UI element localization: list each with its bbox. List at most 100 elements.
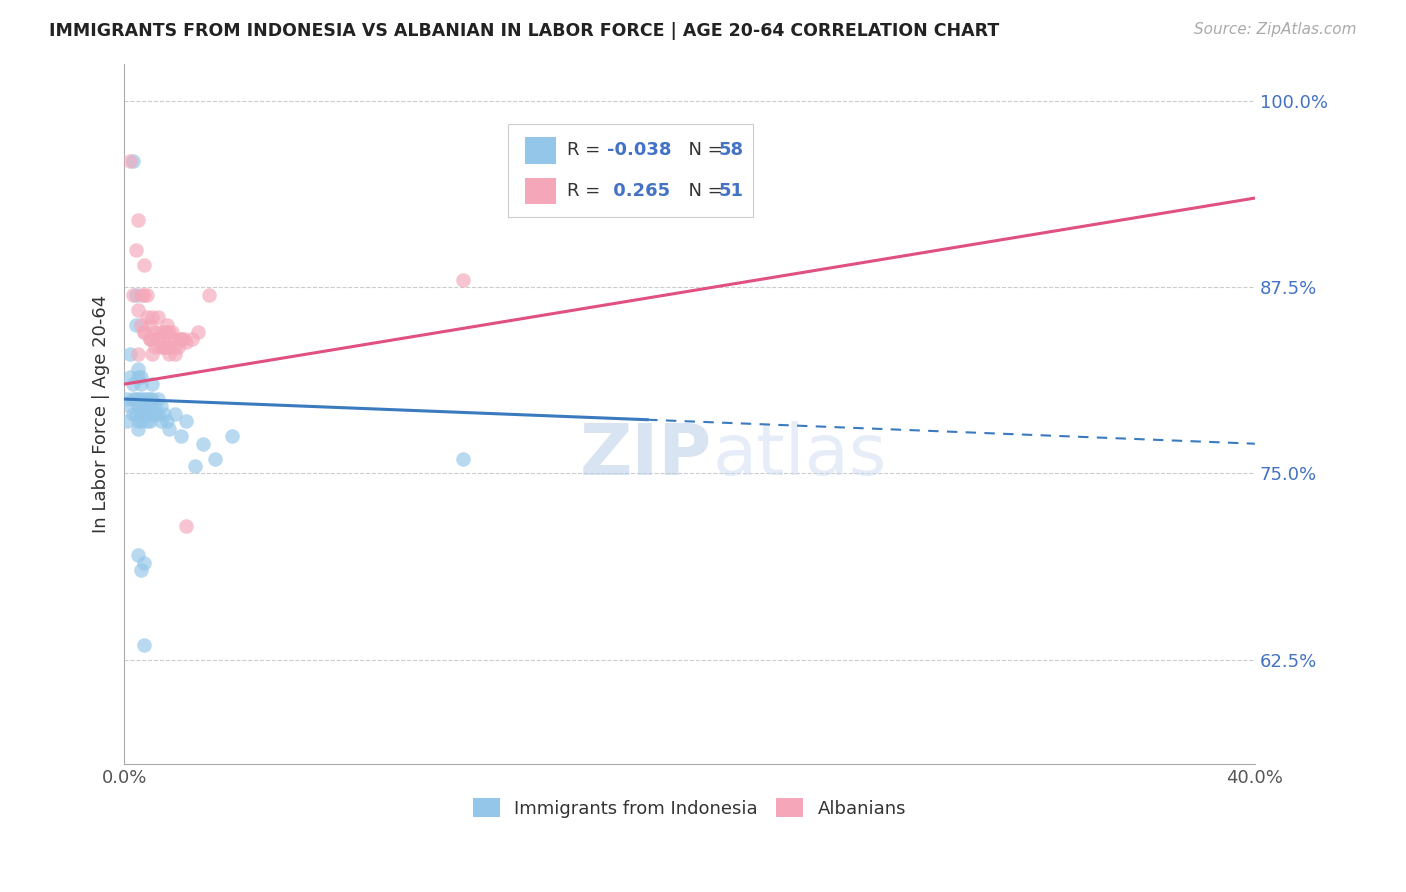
Point xyxy=(127,362,149,376)
Point xyxy=(132,407,155,421)
Point xyxy=(204,451,226,466)
Point xyxy=(146,310,169,325)
Point xyxy=(121,407,143,421)
Point xyxy=(176,518,198,533)
Point xyxy=(165,407,187,421)
Point xyxy=(156,414,179,428)
Point xyxy=(129,407,152,421)
Point xyxy=(121,392,143,406)
Point xyxy=(127,347,149,361)
Point xyxy=(159,340,181,354)
Point xyxy=(156,325,179,339)
Point xyxy=(118,347,141,361)
Point xyxy=(135,310,157,325)
Text: IMMIGRANTS FROM INDONESIA VS ALBANIAN IN LABOR FORCE | AGE 20-64 CORRELATION CHA: IMMIGRANTS FROM INDONESIA VS ALBANIAN IN… xyxy=(49,22,1000,40)
Point xyxy=(127,400,149,414)
Point xyxy=(141,377,163,392)
Point xyxy=(129,318,152,332)
Y-axis label: In Labor Force | Age 20-64: In Labor Force | Age 20-64 xyxy=(93,295,110,533)
Point xyxy=(121,288,143,302)
Legend: Immigrants from Indonesia, Albanians: Immigrants from Indonesia, Albanians xyxy=(465,791,914,825)
Point xyxy=(132,258,155,272)
Point xyxy=(141,310,163,325)
Point xyxy=(152,407,174,421)
Point xyxy=(135,414,157,428)
Point xyxy=(135,407,157,421)
Point xyxy=(156,340,179,354)
Point xyxy=(152,340,174,354)
Point xyxy=(118,153,141,168)
Point xyxy=(132,400,155,414)
Point xyxy=(146,392,169,406)
Text: N =: N = xyxy=(676,182,728,200)
Point xyxy=(146,333,169,347)
Point xyxy=(127,302,149,317)
Point xyxy=(115,392,138,406)
Point xyxy=(162,325,184,339)
Point xyxy=(146,333,169,347)
Point xyxy=(127,369,149,384)
Text: 51: 51 xyxy=(718,182,744,200)
Point xyxy=(173,333,195,347)
Text: atlas: atlas xyxy=(713,421,887,491)
Point xyxy=(129,369,152,384)
Text: 0.265: 0.265 xyxy=(606,182,669,200)
Text: 58: 58 xyxy=(718,141,744,159)
Point xyxy=(127,422,149,436)
Point xyxy=(129,563,152,577)
Point xyxy=(127,392,149,406)
Point xyxy=(221,429,243,443)
Text: ZIP: ZIP xyxy=(579,421,713,491)
Point xyxy=(170,333,193,347)
Point xyxy=(181,333,204,347)
Point xyxy=(141,392,163,406)
Point xyxy=(159,325,181,339)
Point xyxy=(143,325,166,339)
Point xyxy=(129,414,152,428)
Text: -0.038: -0.038 xyxy=(606,141,671,159)
Point xyxy=(187,325,209,339)
Point xyxy=(176,414,198,428)
Point xyxy=(170,333,193,347)
Point xyxy=(453,273,475,287)
Point xyxy=(176,335,198,350)
Text: R =: R = xyxy=(567,141,606,159)
Point xyxy=(138,333,160,347)
Point xyxy=(149,414,172,428)
Point xyxy=(124,288,146,302)
Point xyxy=(129,377,152,392)
Point xyxy=(124,318,146,332)
Point xyxy=(132,392,155,406)
Point xyxy=(118,400,141,414)
Point xyxy=(170,429,193,443)
Point xyxy=(132,325,155,339)
Point xyxy=(141,333,163,347)
Point xyxy=(143,340,166,354)
Point xyxy=(138,400,160,414)
Point xyxy=(146,407,169,421)
Point xyxy=(152,340,174,354)
Point xyxy=(453,451,475,466)
Point xyxy=(149,400,172,414)
Text: Source: ZipAtlas.com: Source: ZipAtlas.com xyxy=(1194,22,1357,37)
Text: R =: R = xyxy=(567,182,606,200)
Point xyxy=(143,400,166,414)
Point xyxy=(132,288,155,302)
Point xyxy=(132,638,155,652)
Text: N =: N = xyxy=(676,141,728,159)
Point xyxy=(124,407,146,421)
Point xyxy=(143,407,166,421)
Point xyxy=(135,392,157,406)
Point xyxy=(138,318,160,332)
Point xyxy=(141,407,163,421)
Point xyxy=(193,436,215,450)
Point xyxy=(124,392,146,406)
Point xyxy=(184,458,207,473)
Point xyxy=(162,333,184,347)
Point xyxy=(149,325,172,339)
Point xyxy=(135,400,157,414)
Point xyxy=(121,377,143,392)
Point xyxy=(132,325,155,339)
Point xyxy=(165,333,187,347)
Point xyxy=(129,392,152,406)
